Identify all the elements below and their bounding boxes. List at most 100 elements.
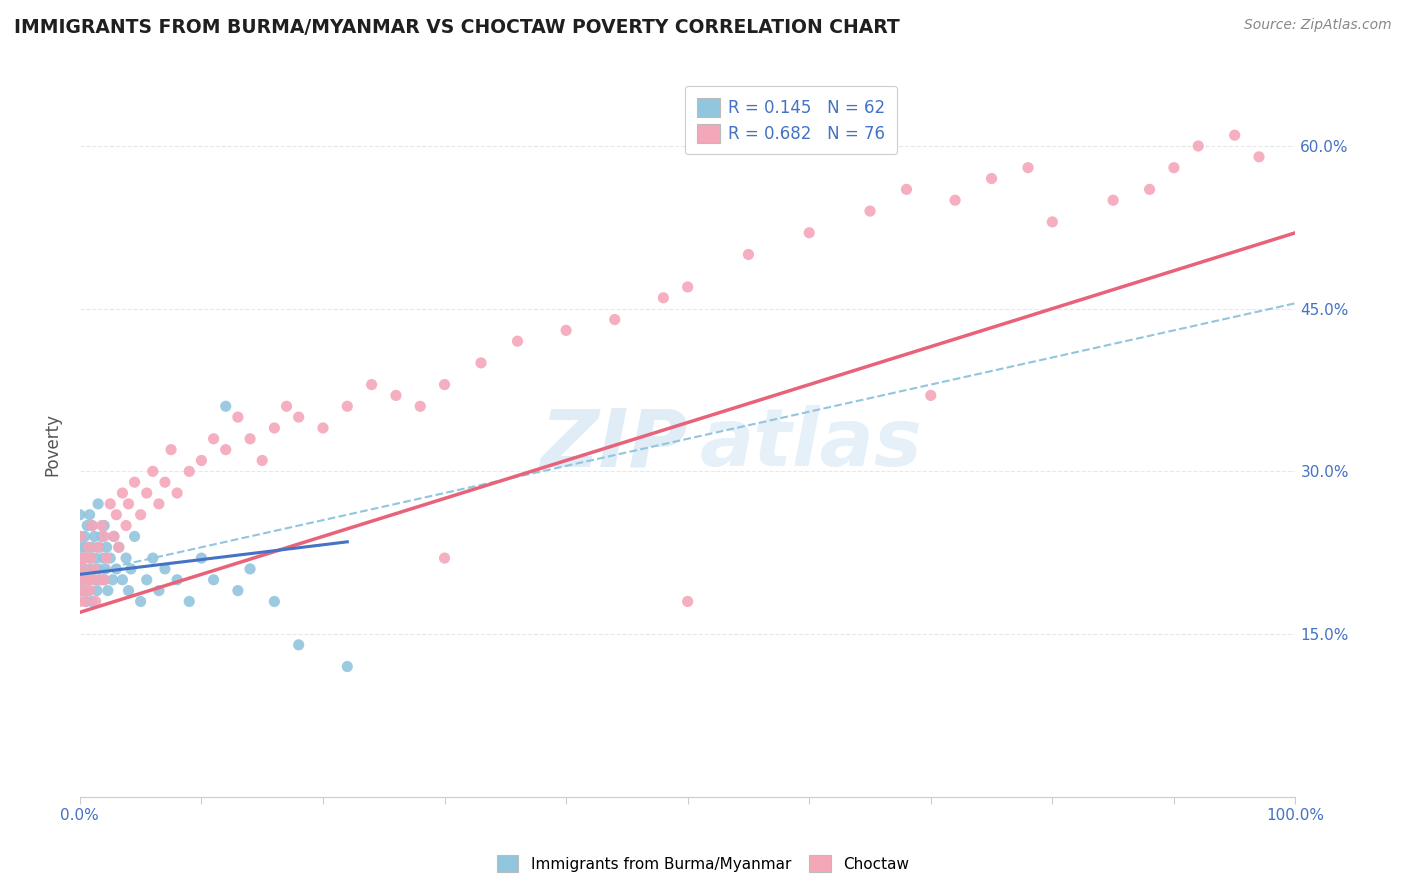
Point: [111, 486, 134, 500]
Point: [142, 464, 165, 478]
Point: [79, 508, 101, 522]
Point: [336, 399, 359, 413]
Point: [90, 529, 112, 543]
Point: [72, 583, 94, 598]
Point: [75, 594, 97, 608]
Point: [80, 594, 103, 608]
Point: [287, 410, 309, 425]
Point: [83, 573, 105, 587]
Point: [90, 573, 112, 587]
Point: [652, 291, 675, 305]
Point: [86, 583, 108, 598]
Point: [111, 573, 134, 587]
Legend: Immigrants from Burma/Myanmar, Choctaw: Immigrants from Burma/Myanmar, Choctaw: [489, 847, 917, 880]
Point: [148, 583, 170, 598]
Point: [190, 551, 212, 566]
Point: [239, 562, 262, 576]
Point: [239, 432, 262, 446]
Point: [69, 551, 91, 566]
Y-axis label: Poverty: Poverty: [44, 413, 60, 475]
Point: [124, 475, 146, 490]
Point: [80, 562, 103, 576]
Point: [202, 573, 225, 587]
Point: [80, 573, 103, 587]
Point: [190, 453, 212, 467]
Point: [80, 551, 103, 566]
Point: [98, 497, 121, 511]
Text: atlas: atlas: [700, 405, 922, 483]
Point: [506, 334, 529, 349]
Point: [77, 541, 100, 555]
Point: [470, 356, 492, 370]
Point: [93, 573, 115, 587]
Point: [87, 497, 110, 511]
Point: [84, 594, 107, 608]
Point: [142, 551, 165, 566]
Point: [69, 573, 91, 587]
Point: [799, 226, 821, 240]
Point: [1017, 161, 1039, 175]
Point: [1247, 150, 1270, 164]
Point: [120, 562, 142, 576]
Point: [80, 518, 103, 533]
Point: [105, 508, 128, 522]
Point: [96, 541, 118, 555]
Point: [896, 182, 918, 196]
Point: [69, 529, 91, 543]
Point: [980, 171, 1002, 186]
Point: [312, 421, 335, 435]
Point: [250, 453, 273, 467]
Point: [69, 508, 91, 522]
Point: [603, 312, 626, 326]
Point: [73, 529, 96, 543]
Point: [94, 562, 117, 576]
Point: [72, 551, 94, 566]
Point: [409, 399, 432, 413]
Point: [179, 594, 201, 608]
Point: [124, 529, 146, 543]
Point: [83, 562, 105, 576]
Point: [107, 541, 129, 555]
Point: [737, 247, 759, 261]
Point: [79, 551, 101, 566]
Point: [135, 486, 157, 500]
Point: [76, 518, 98, 533]
Point: [1163, 161, 1185, 175]
Point: [84, 551, 107, 566]
Point: [148, 497, 170, 511]
Point: [87, 562, 110, 576]
Point: [166, 486, 188, 500]
Point: [75, 541, 97, 555]
Point: [89, 573, 111, 587]
Point: [226, 410, 249, 425]
Point: [115, 551, 138, 566]
Point: [97, 583, 120, 598]
Point: [276, 399, 298, 413]
Point: [93, 573, 115, 587]
Point: [1040, 215, 1063, 229]
Point: [676, 594, 699, 608]
Point: [72, 562, 94, 576]
Point: [263, 421, 285, 435]
Text: ZIP: ZIP: [540, 405, 688, 483]
Point: [135, 573, 157, 587]
Point: [73, 551, 96, 566]
Point: [129, 594, 152, 608]
Point: [103, 529, 125, 543]
Point: [93, 529, 115, 543]
Point: [287, 638, 309, 652]
Legend: R = 0.145   N = 62, R = 0.682   N = 76: R = 0.145 N = 62, R = 0.682 N = 76: [685, 86, 897, 154]
Point: [77, 583, 100, 598]
Point: [1139, 182, 1161, 196]
Point: [859, 204, 882, 219]
Point: [107, 541, 129, 555]
Point: [96, 551, 118, 566]
Point: [215, 399, 238, 413]
Text: IMMIGRANTS FROM BURMA/MYANMAR VS CHOCTAW POVERTY CORRELATION CHART: IMMIGRANTS FROM BURMA/MYANMAR VS CHOCTAW…: [14, 18, 900, 37]
Point: [166, 573, 188, 587]
Point: [76, 573, 98, 587]
Point: [72, 573, 94, 587]
Point: [336, 659, 359, 673]
Point: [73, 562, 96, 576]
Point: [98, 551, 121, 566]
